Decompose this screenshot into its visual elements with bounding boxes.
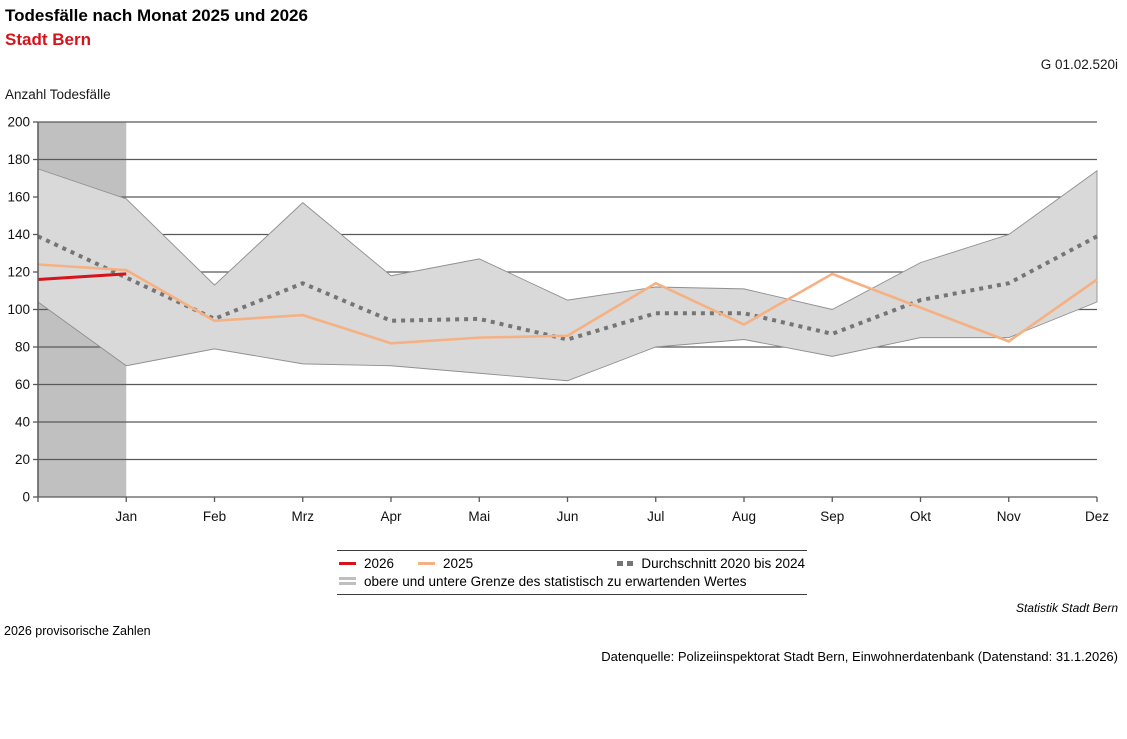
credit-statistik-stadt-bern: Statistik Stadt Bern <box>1015 601 1118 615</box>
series-2025 <box>37 263 1098 345</box>
legend-swatch-band <box>339 577 356 585</box>
expected-range-band <box>37 168 1098 382</box>
legend-row-2: obere und untere Grenze des statistisch … <box>339 572 805 590</box>
x-tick-label: Jun <box>557 509 579 524</box>
x-tick-label: Jan <box>115 509 137 524</box>
y-tick-label: 160 <box>7 190 30 205</box>
legend: 2026 2025 Durchschnitt 2020 bis 2024 obe… <box>337 550 807 595</box>
legend-row-1: 2026 2025 Durchschnitt 2020 bis 2024 <box>339 554 805 572</box>
x-tick-label: Apr <box>380 509 402 524</box>
series-2026 <box>37 272 127 281</box>
y-axis-title: Anzahl Todesfälle <box>5 87 111 102</box>
datasource-note: Datenquelle: Polizeiinspektorat Stadt Be… <box>601 649 1118 664</box>
x-tick-label: Mai <box>468 509 490 524</box>
legend-item-durchschnitt: Durchschnitt 2020 bis 2024 <box>617 556 805 571</box>
legend-item-2025: 2025 <box>418 556 473 571</box>
legend-item-band: obere und untere Grenze des statistisch … <box>339 574 746 589</box>
y-tick-label: 200 <box>7 115 30 130</box>
legend-item-2026: 2026 <box>339 556 394 571</box>
chart-subtitle: Stadt Bern <box>5 30 91 49</box>
legend-swatch-durchschnitt <box>617 560 634 566</box>
x-tick-label: Dez <box>1085 509 1109 524</box>
y-tick-label: 60 <box>15 377 30 392</box>
legend-label-durchschnitt: Durchschnitt 2020 bis 2024 <box>641 555 805 571</box>
provisional-note: 2026 provisorische Zahlen <box>4 624 151 638</box>
y-tick-label: 140 <box>7 227 30 242</box>
legend-label-2025: 2025 <box>443 555 474 571</box>
x-tick-label: Nov <box>997 509 1021 524</box>
y-tick-label: 0 <box>22 490 30 505</box>
legend-label-band: obere und untere Grenze des statistisch … <box>364 573 747 589</box>
x-tick-label: Okt <box>910 509 931 524</box>
y-axis-ticks <box>33 121 38 498</box>
x-axis-ticks <box>37 497 1098 502</box>
legend-swatch-2025 <box>418 561 436 565</box>
y-tick-label: 40 <box>15 415 30 430</box>
y-tick-label: 100 <box>7 302 30 317</box>
legend-swatch-2026 <box>339 561 356 565</box>
x-tick-label: Jul <box>647 509 664 524</box>
y-tick-label: 20 <box>15 452 30 467</box>
chart-svg: 0 20 40 60 80 100 120 140 160 180 200 Jan Feb Mrz Apr… <box>7 115 1109 525</box>
y-tick-label: 180 <box>7 152 30 167</box>
y-axis-labels: 0 20 40 60 80 100 120 140 160 180 200 <box>7 115 30 505</box>
x-tick-label: Feb <box>203 509 226 524</box>
y-tick-label: 120 <box>7 265 30 280</box>
y-tick-label: 80 <box>15 340 30 355</box>
chart-title: Todesfälle nach Monat 2025 und 2026 <box>5 6 308 25</box>
x-tick-label: Aug <box>732 509 756 524</box>
x-tick-label: Mrz <box>292 509 315 524</box>
x-axis-labels: Jan Feb Mrz Apr Mai Jun Jul Aug Sep Okt Nov Dez <box>115 509 1109 524</box>
x-tick-label: Sep <box>820 509 844 524</box>
series-durchschnitt-2020-2024 <box>37 234 1098 342</box>
figure-id: G 01.02.520i <box>1040 57 1118 72</box>
legend-label-2026: 2026 <box>364 555 395 571</box>
